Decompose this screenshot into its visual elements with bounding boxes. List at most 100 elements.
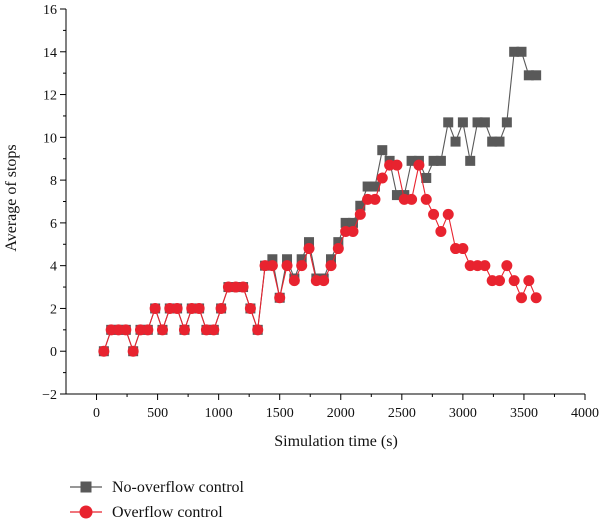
data-point bbox=[494, 275, 506, 287]
y-axis-label: Average of stops bbox=[3, 144, 20, 251]
data-point bbox=[171, 302, 183, 314]
x-tick-label: 3000 bbox=[449, 406, 477, 421]
legend: No-overflow control Overflow control bbox=[70, 479, 245, 521]
data-point bbox=[428, 208, 440, 220]
x-tick-label: 2500 bbox=[388, 406, 416, 421]
data-point bbox=[156, 324, 168, 336]
data-point bbox=[377, 145, 388, 156]
data-point bbox=[487, 136, 498, 147]
data-point bbox=[479, 117, 490, 128]
data-point bbox=[421, 172, 432, 183]
data-point bbox=[178, 324, 190, 336]
x-tick-label: 500 bbox=[147, 406, 168, 421]
legend-label-no-overflow: No-overflow control bbox=[112, 479, 245, 496]
x-axis-label: Simulation time (s) bbox=[274, 433, 398, 450]
data-point bbox=[435, 225, 447, 237]
data-point bbox=[501, 117, 512, 128]
data-point bbox=[523, 70, 534, 81]
data-point bbox=[215, 302, 227, 314]
data-point bbox=[465, 155, 476, 166]
data-point bbox=[296, 260, 308, 272]
x-tick-label: 4000 bbox=[571, 406, 599, 421]
data-point bbox=[479, 260, 491, 272]
data-point bbox=[428, 155, 439, 166]
data-point bbox=[355, 200, 366, 211]
data-point bbox=[443, 117, 454, 128]
data-point bbox=[281, 260, 293, 272]
x-tick-label: 0 bbox=[93, 406, 100, 421]
data-point bbox=[442, 208, 454, 220]
data-point bbox=[296, 254, 307, 265]
data-point bbox=[318, 275, 330, 287]
data-point bbox=[266, 260, 278, 272]
data-point bbox=[435, 155, 446, 166]
data-point bbox=[333, 237, 344, 248]
data-point bbox=[325, 260, 337, 272]
data-point bbox=[304, 237, 315, 248]
data-point bbox=[354, 208, 366, 220]
data-point bbox=[149, 302, 161, 314]
data-point bbox=[530, 292, 542, 304]
series-overflow-control bbox=[98, 159, 542, 357]
data-point bbox=[457, 117, 468, 128]
data-point bbox=[120, 324, 132, 336]
data-point bbox=[267, 254, 278, 265]
data-point bbox=[237, 281, 249, 293]
data-point bbox=[523, 275, 535, 287]
data-point bbox=[288, 275, 300, 287]
x-tick-label: 3500 bbox=[510, 406, 538, 421]
y-tick-label: 12 bbox=[43, 89, 57, 104]
axes: −2 0 2 4 6 8 10 12 14 16 0 500 1000 1500 2000 2500 3000 3… bbox=[42, 3, 599, 421]
data-point bbox=[369, 193, 381, 205]
data-point bbox=[142, 324, 154, 336]
data-point bbox=[98, 345, 110, 357]
data-point bbox=[347, 225, 359, 237]
data-point bbox=[369, 181, 380, 192]
data-point bbox=[509, 46, 520, 57]
series-layer bbox=[98, 46, 542, 357]
data-point bbox=[508, 275, 520, 287]
data-point bbox=[332, 243, 344, 255]
y-tick-label: 14 bbox=[43, 46, 57, 61]
data-point bbox=[282, 254, 293, 265]
data-point bbox=[244, 302, 256, 314]
data-point bbox=[362, 181, 373, 192]
data-point bbox=[274, 292, 286, 304]
data-point bbox=[406, 193, 418, 205]
y-tick-label: −2 bbox=[42, 388, 57, 403]
data-point bbox=[325, 254, 336, 265]
y-tick-label: 6 bbox=[50, 217, 57, 232]
data-point bbox=[252, 324, 264, 336]
data-point bbox=[340, 217, 351, 228]
data-point bbox=[420, 193, 432, 205]
y-tick-label: 16 bbox=[43, 3, 57, 18]
data-point bbox=[515, 292, 527, 304]
data-point bbox=[450, 136, 461, 147]
data-point bbox=[494, 136, 505, 147]
x-tick-label: 1000 bbox=[205, 406, 233, 421]
legend-label-overflow: Overflow control bbox=[112, 504, 223, 521]
legend-item-overflow: Overflow control bbox=[70, 504, 223, 521]
y-tick-label: 4 bbox=[50, 260, 57, 275]
data-point bbox=[472, 117, 483, 128]
y-tick-label: 0 bbox=[50, 345, 57, 360]
data-point bbox=[391, 190, 402, 201]
data-point bbox=[193, 302, 205, 314]
y-tick-label: 2 bbox=[50, 302, 57, 317]
data-point bbox=[208, 324, 220, 336]
data-point bbox=[516, 46, 527, 57]
data-point bbox=[501, 260, 513, 272]
legend-item-no-overflow: No-overflow control bbox=[70, 479, 245, 496]
data-point bbox=[391, 159, 403, 171]
data-point bbox=[457, 243, 469, 255]
series-line bbox=[103, 164, 537, 353]
data-point bbox=[303, 243, 315, 255]
data-point bbox=[127, 345, 139, 357]
x-tick-label: 1500 bbox=[266, 406, 294, 421]
x-tick-label: 2000 bbox=[327, 406, 355, 421]
data-point bbox=[376, 172, 388, 184]
data-point bbox=[413, 159, 425, 171]
y-tick-label: 10 bbox=[43, 131, 57, 146]
data-point bbox=[406, 155, 417, 166]
